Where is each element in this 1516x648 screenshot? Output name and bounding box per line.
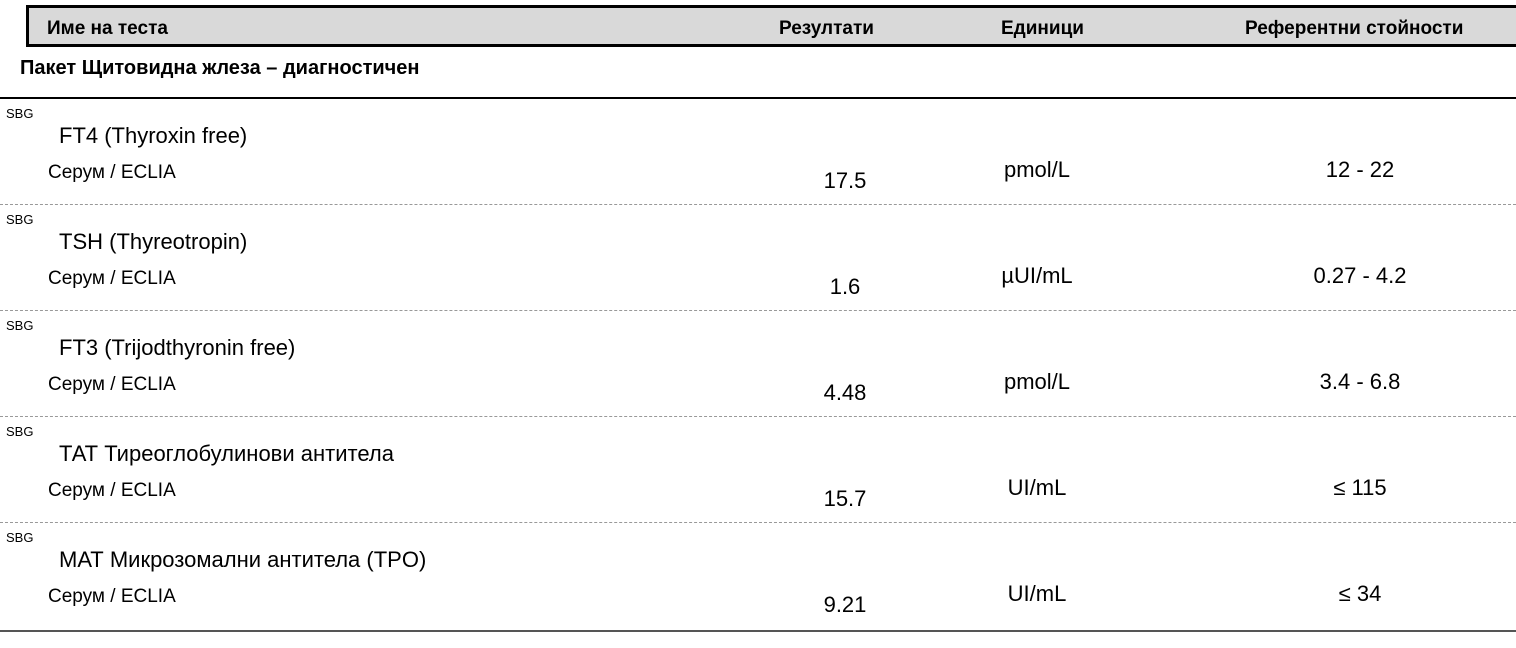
test-result: 9.21 xyxy=(823,592,867,617)
section-title: Пакет Щитовидна жлеза – диагностичен xyxy=(20,57,420,79)
lab-code: SBG xyxy=(6,106,34,121)
test-row: SBG FT4 (Thyroxin free) Серум / ECLIA 17… xyxy=(0,99,1516,205)
test-method: Серум / ECLIA xyxy=(48,268,176,289)
header-results: Резултати xyxy=(779,18,874,39)
row-divider xyxy=(0,204,1516,205)
test-name: МАТ Микрозомални антитела (TPO) xyxy=(59,547,427,572)
test-unit: µUI/mL xyxy=(1001,263,1073,288)
test-name: FT3 (Trijodthyronin free) xyxy=(59,335,296,360)
table-bottom-divider xyxy=(0,630,1516,632)
test-result: 4.48 xyxy=(823,380,867,405)
row-divider xyxy=(0,310,1516,311)
test-reference: ≤ 34 xyxy=(1338,581,1382,606)
section-divider xyxy=(0,97,1516,99)
test-name: FT4 (Thyroxin free) xyxy=(59,123,248,148)
test-method: Серум / ECLIA xyxy=(48,162,176,183)
test-result: 17.5 xyxy=(823,168,867,193)
test-unit: pmol/L xyxy=(1003,369,1071,394)
test-result: 1.6 xyxy=(829,274,861,299)
header-test-name: Име на теста xyxy=(47,18,168,39)
test-row: SBG FT3 (Trijodthyronin free) Серум / EC… xyxy=(0,311,1516,417)
header-units: Единици xyxy=(1001,18,1084,39)
lab-code: SBG xyxy=(6,424,34,439)
test-unit: pmol/L xyxy=(1003,157,1071,182)
test-method: Серум / ECLIA xyxy=(48,374,176,395)
test-name: ТАТ Тиреоглобулинови антитела xyxy=(59,441,394,466)
test-row: SBG ТАТ Тиреоглобулинови антитела Серум … xyxy=(0,417,1516,523)
table-header: Име на теста Резултати Единици Референтн… xyxy=(26,5,1516,47)
lab-code: SBG xyxy=(6,318,34,333)
test-unit: UI/mL xyxy=(1007,475,1067,500)
lab-code: SBG xyxy=(6,212,34,227)
test-reference: 12 - 22 xyxy=(1325,157,1395,182)
header-reference-values: Референтни стойности xyxy=(1245,18,1464,39)
test-name: TSH (Thyreotropin) xyxy=(59,229,248,254)
test-reference: 0.27 - 4.2 xyxy=(1313,263,1407,288)
test-row: SBG TSH (Thyreotropin) Серум / ECLIA 1.6… xyxy=(0,205,1516,311)
test-unit: UI/mL xyxy=(1007,581,1067,606)
test-result: 15.7 xyxy=(823,486,867,511)
test-reference: 3.4 - 6.8 xyxy=(1319,369,1401,394)
test-row: SBG МАТ Микрозомални антитела (TPO) Серу… xyxy=(0,523,1516,629)
test-method: Серум / ECLIA xyxy=(48,480,176,501)
row-divider xyxy=(0,416,1516,417)
row-divider xyxy=(0,522,1516,523)
lab-code: SBG xyxy=(6,530,34,545)
test-reference: ≤ 115 xyxy=(1333,475,1387,500)
test-method: Серум / ECLIA xyxy=(48,586,176,607)
